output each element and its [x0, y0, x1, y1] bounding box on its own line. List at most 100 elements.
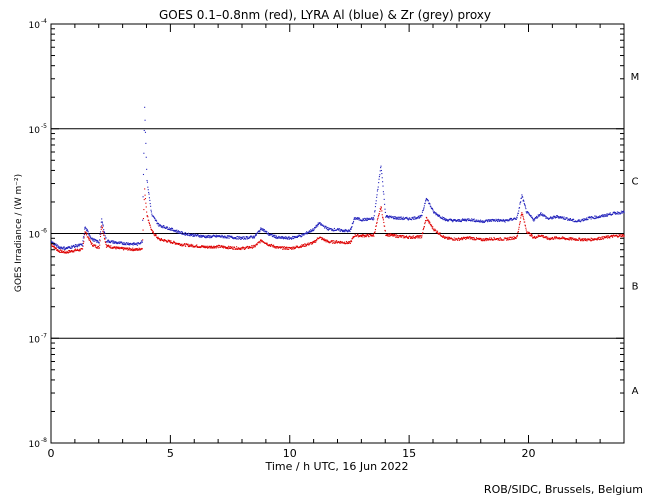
data-point — [339, 242, 341, 244]
data-point — [204, 247, 207, 249]
data-point — [356, 234, 358, 236]
data-point — [541, 214, 543, 216]
data-point — [609, 212, 611, 214]
data-point — [462, 218, 464, 220]
data-point — [559, 217, 561, 219]
data-point — [375, 225, 377, 227]
data-point — [71, 247, 73, 249]
data-point — [181, 243, 183, 245]
data-point — [88, 237, 90, 239]
data-point — [605, 214, 607, 216]
data-point — [554, 236, 556, 238]
data-point — [585, 239, 587, 242]
data-point — [365, 234, 367, 236]
data-point — [423, 226, 425, 228]
data-point — [307, 243, 309, 246]
data-point — [618, 235, 620, 237]
data-point — [572, 237, 574, 239]
data-point — [166, 227, 168, 229]
data-point — [409, 237, 412, 239]
data-point — [558, 216, 560, 218]
data-point — [423, 205, 425, 207]
data-point — [425, 220, 427, 222]
data-point — [215, 246, 217, 248]
data-point — [222, 237, 224, 239]
data-point — [479, 220, 481, 222]
data-point — [560, 217, 562, 219]
data-point — [520, 217, 522, 219]
data-point — [376, 222, 378, 224]
data-point — [195, 245, 197, 247]
data-point — [312, 230, 314, 232]
data-point — [616, 234, 618, 236]
data-point — [393, 218, 395, 220]
data-point — [466, 219, 468, 221]
data-point — [435, 230, 437, 232]
data-point — [352, 236, 354, 238]
data-point — [447, 220, 449, 222]
data-point — [306, 245, 308, 247]
data-point — [383, 198, 385, 200]
data-point — [90, 242, 92, 244]
data-point — [269, 234, 271, 236]
data-point — [144, 188, 146, 190]
data-point — [539, 214, 541, 216]
data-point — [261, 228, 263, 230]
data-point — [429, 221, 431, 223]
data-point — [52, 241, 54, 243]
data-point — [59, 251, 61, 253]
data-point — [377, 217, 379, 220]
data-point — [338, 229, 340, 231]
data-point — [593, 238, 595, 240]
data-point — [185, 245, 187, 247]
data-point — [423, 208, 425, 210]
data-point — [362, 236, 364, 238]
data-point — [360, 236, 363, 238]
data-point — [386, 215, 388, 217]
data-point — [504, 237, 506, 239]
data-point — [553, 215, 555, 217]
data-point — [392, 234, 394, 236]
flare-class-label: B — [632, 281, 639, 292]
data-point — [112, 247, 114, 250]
data-point — [329, 242, 331, 244]
data-point — [125, 244, 127, 246]
data-point — [115, 248, 117, 250]
data-point — [389, 234, 391, 236]
data-point — [231, 235, 233, 237]
data-point — [53, 244, 55, 246]
data-point — [621, 234, 623, 236]
data-point — [74, 244, 76, 246]
data-point — [275, 237, 277, 239]
data-point — [203, 246, 205, 248]
data-point — [177, 231, 179, 233]
data-point — [516, 217, 518, 219]
data-point — [381, 177, 383, 179]
data-point — [271, 234, 273, 236]
data-point — [91, 237, 94, 239]
data-point — [470, 237, 472, 239]
data-point — [247, 247, 250, 249]
data-point — [563, 216, 565, 218]
data-point — [114, 242, 116, 244]
data-point — [434, 212, 437, 214]
data-point — [458, 220, 460, 222]
data-point — [496, 219, 498, 221]
data-point — [352, 237, 354, 239]
data-point — [425, 199, 427, 201]
data-point — [255, 234, 258, 236]
data-point — [332, 228, 334, 230]
data-point — [402, 234, 404, 237]
data-point — [132, 250, 135, 252]
data-point — [366, 218, 368, 220]
data-point — [516, 214, 519, 216]
data-point — [52, 242, 54, 244]
data-point — [450, 237, 453, 239]
data-point — [551, 218, 553, 220]
data-point — [360, 219, 363, 221]
data-point — [442, 236, 444, 238]
data-point — [86, 234, 88, 236]
data-point — [557, 216, 559, 218]
data-point — [316, 224, 318, 226]
data-point — [64, 248, 66, 250]
